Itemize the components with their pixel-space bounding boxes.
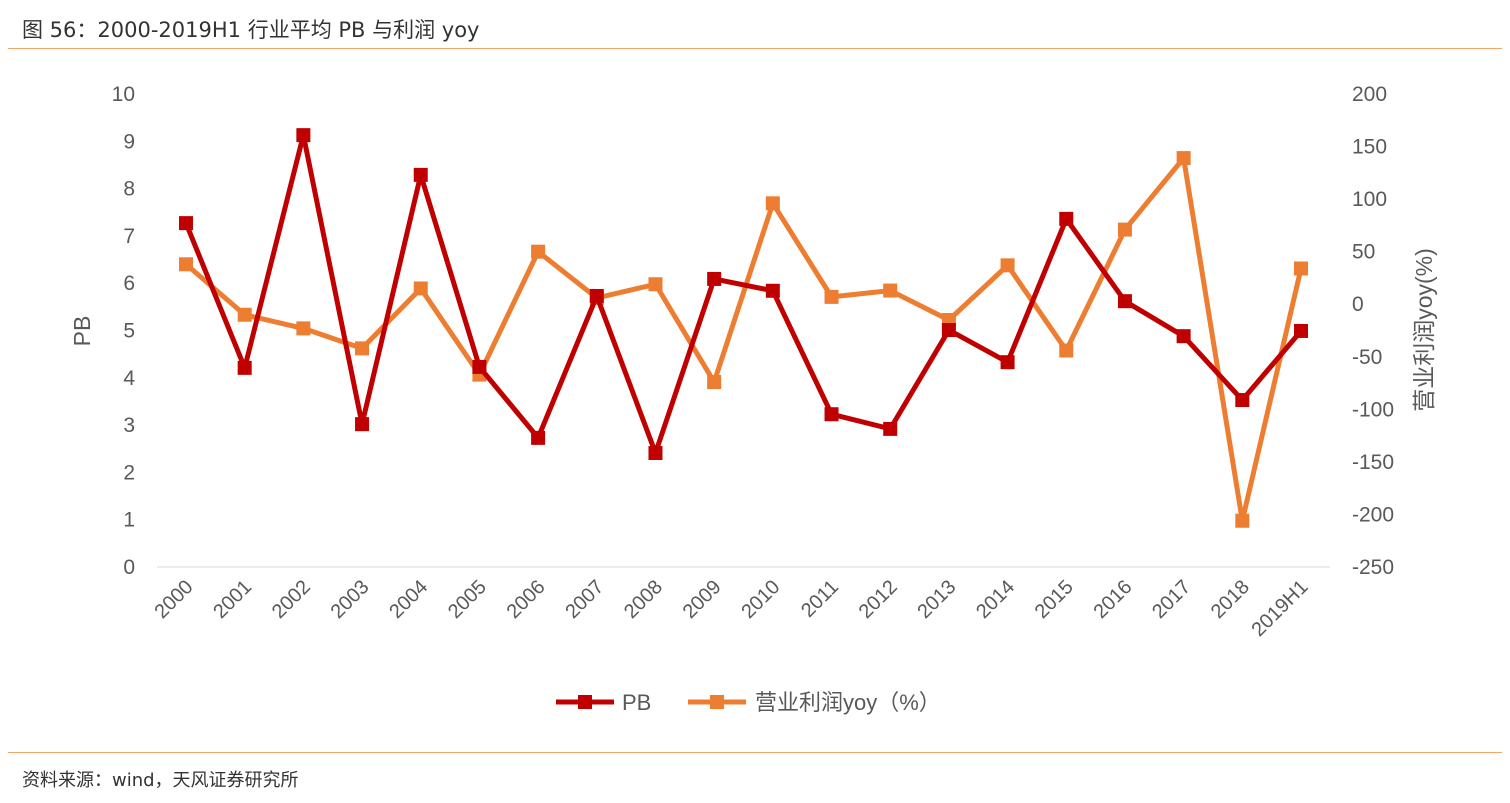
- x-tick-label: 2007: [561, 576, 608, 623]
- data-point-profit: [1000, 258, 1015, 273]
- source-note: 资料来源：wind，天风证券研究所: [22, 770, 299, 791]
- header-divider: [8, 48, 1502, 49]
- y-right-tick-label: -250: [1352, 556, 1394, 579]
- x-tick-label: 2016: [1089, 576, 1136, 623]
- data-point-profit: [883, 283, 898, 298]
- footer-divider: [8, 752, 1502, 753]
- y-tick-label: 10: [112, 83, 135, 106]
- x-tick-label: 2019H1: [1247, 576, 1312, 641]
- data-point-pb: [941, 323, 956, 338]
- data-point-profit: [1117, 222, 1132, 237]
- y-axis-label: PB: [69, 316, 95, 347]
- y-tick-label: 0: [123, 556, 135, 579]
- data-point-pb: [883, 421, 898, 436]
- data-point-pb: [472, 359, 487, 374]
- legend-label: PB: [622, 690, 651, 715]
- x-tick-label: 2012: [855, 576, 902, 623]
- y-tick-label: 9: [123, 130, 135, 153]
- y-right-tick-label: -50: [1352, 346, 1382, 369]
- x-tick-label: 2015: [1031, 576, 1078, 623]
- x-tick-label: 2010: [737, 576, 784, 623]
- y-right-tick-label: -200: [1352, 503, 1394, 526]
- y-tick-label: 5: [123, 320, 135, 343]
- data-point-profit: [824, 289, 839, 304]
- y-tick-label: 4: [123, 367, 135, 390]
- data-point-profit: [1294, 261, 1308, 276]
- y-right-tick-label: -150: [1352, 451, 1394, 474]
- x-tick-label: 2001: [209, 576, 256, 623]
- x-tick-label: 2013: [913, 576, 960, 623]
- y-tick-label: 3: [123, 414, 135, 437]
- chart-title: 图 56：2000-2019H1 行业平均 PB 与利润 yoy: [22, 18, 480, 42]
- y-right-tick-label: 100: [1352, 188, 1387, 211]
- legend-marker: [710, 695, 724, 709]
- y-right-tick-label: 200: [1352, 83, 1387, 106]
- x-tick-label: 2004: [385, 576, 432, 623]
- data-point-profit: [237, 307, 252, 322]
- x-tick-label: 2009: [679, 576, 726, 623]
- x-tick-label: 2017: [1148, 576, 1195, 623]
- data-point-pb: [237, 360, 252, 375]
- data-point-pb: [824, 407, 839, 422]
- y-tick-label: 7: [123, 225, 135, 248]
- y-tick-label: 1: [123, 509, 135, 532]
- data-point-profit: [648, 277, 663, 292]
- data-point-profit: [296, 321, 311, 336]
- y-right-axis-label: 营业利润yoy(%): [1411, 248, 1437, 412]
- data-point-profit: [413, 281, 428, 296]
- data-point-profit: [179, 257, 193, 272]
- series-line-profit: [184, 155, 1304, 524]
- data-point-profit: [355, 341, 370, 356]
- y-right-tick-label: 150: [1352, 136, 1387, 159]
- legend-marker: [578, 695, 592, 709]
- series-line-pb: [183, 132, 1303, 456]
- data-point-pb: [765, 283, 780, 298]
- y-tick-label: 6: [123, 272, 135, 295]
- data-point-pb: [1294, 323, 1308, 338]
- legend-label: 营业利润yoy（%）: [755, 690, 941, 715]
- y-tick-label: 8: [123, 178, 135, 201]
- data-point-pb: [707, 271, 722, 286]
- y-right-tick-label: 50: [1352, 241, 1375, 264]
- y-tick-label: 2: [123, 461, 135, 484]
- data-point-pb: [1176, 329, 1191, 344]
- data-point-pb: [589, 288, 604, 303]
- data-point-pb: [648, 446, 663, 461]
- x-tick-label: 2014: [972, 576, 1019, 623]
- data-point-pb: [296, 128, 311, 143]
- data-point-pb: [531, 430, 546, 445]
- x-tick-label: 2002: [268, 576, 315, 623]
- x-tick-label: 2000: [151, 576, 198, 623]
- data-point-pb: [1059, 211, 1074, 226]
- data-point-profit: [531, 244, 546, 259]
- x-tick-label: 2018: [1207, 576, 1254, 623]
- x-tick-label: 2005: [444, 576, 491, 623]
- x-tick-label: 2003: [327, 576, 374, 623]
- x-tick-label: 2006: [503, 576, 550, 623]
- x-tick-label: 2011: [797, 576, 843, 622]
- data-point-pb: [413, 167, 428, 182]
- y-right-tick-label: 0: [1352, 293, 1364, 316]
- data-point-pb: [179, 216, 193, 231]
- data-point-pb: [1117, 294, 1132, 309]
- data-point-pb: [1235, 393, 1250, 408]
- x-tick-label: 2008: [620, 576, 667, 623]
- data-point-profit: [707, 375, 722, 390]
- y-right-tick-label: -100: [1352, 398, 1394, 421]
- data-point-profit: [1059, 343, 1074, 358]
- data-point-profit: [1176, 151, 1191, 166]
- data-point-pb: [355, 417, 370, 432]
- data-point-profit: [765, 196, 780, 211]
- data-point-profit: [1235, 513, 1250, 528]
- data-point-pb: [1000, 355, 1015, 370]
